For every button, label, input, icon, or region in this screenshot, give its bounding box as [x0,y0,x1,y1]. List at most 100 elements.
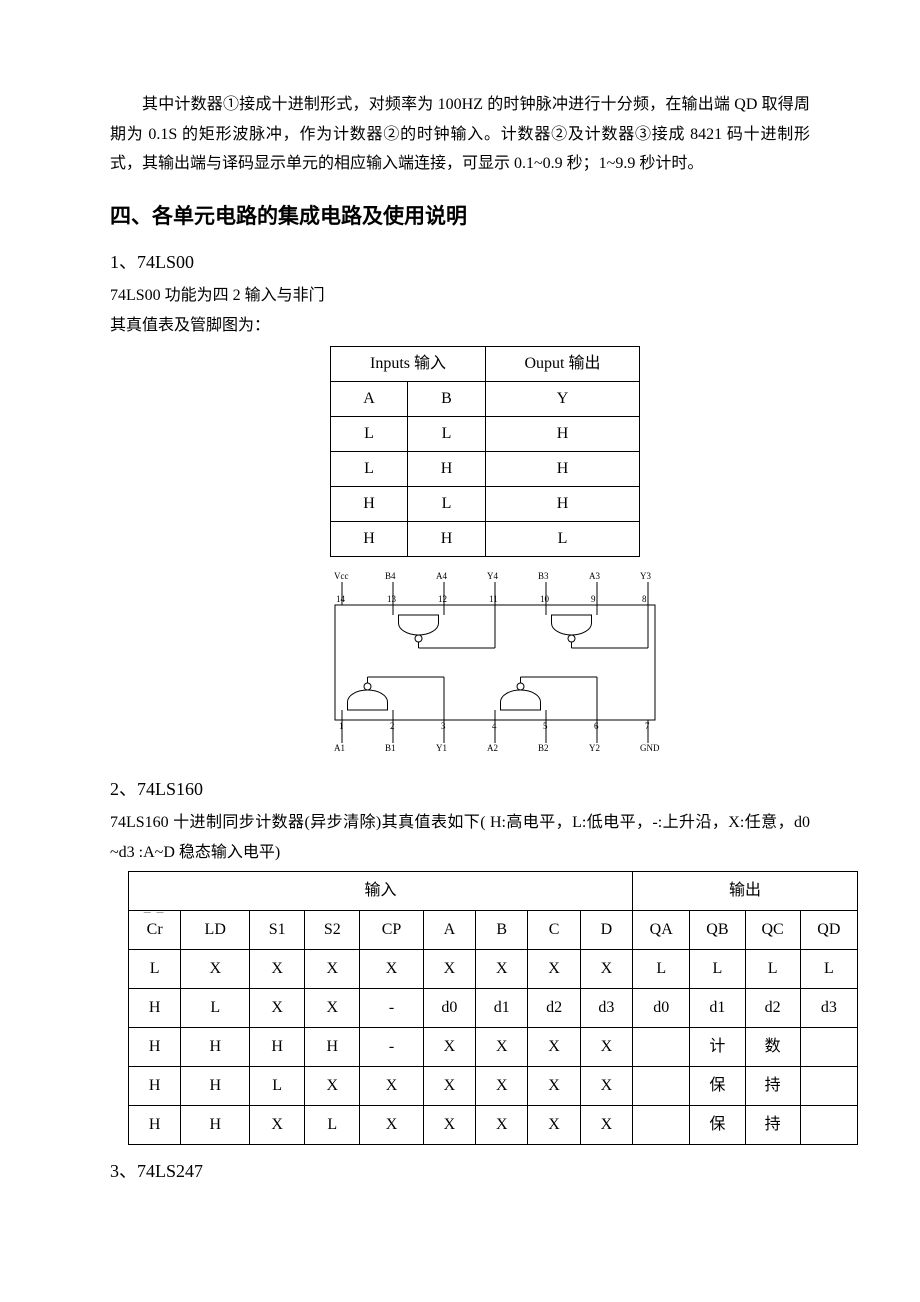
cell: X [250,1106,305,1145]
th-output: Ouput 输出 [485,347,639,382]
cell: X [250,989,305,1028]
cell: d3 [580,989,632,1028]
col-qd: QD [800,911,857,950]
col-s1: S1 [250,911,305,950]
col-c: C [528,911,580,950]
cell: 计 [690,1028,745,1067]
cell: 保 [690,1067,745,1106]
cell: L [250,1067,305,1106]
cell: H [181,1028,250,1067]
cell: H [485,452,639,487]
cell [800,1106,857,1145]
cell: H [181,1067,250,1106]
cell: X [476,1067,528,1106]
subheading-74ls160: 2、74LS160 [110,773,810,806]
col-cr: — —Cr [129,911,181,950]
cell: L [331,452,408,487]
svg-text:9: 9 [591,594,596,604]
svg-text:8: 8 [642,594,647,604]
col-d: D [580,911,632,950]
svg-text:10: 10 [540,594,550,604]
cell: X [423,1067,475,1106]
svg-text:Y1: Y1 [436,743,447,752]
cell: d0 [633,989,690,1028]
cell: X [360,950,423,989]
cell: X [181,950,250,989]
cell: X [580,950,632,989]
svg-text:A3: A3 [589,571,600,581]
col-cp: CP [360,911,423,950]
cell: L [690,950,745,989]
svg-text:11: 11 [489,594,498,604]
ls00-desc-2: 其真值表及管脚图为： [110,311,810,341]
subheading-74ls247: 3、74LS247 [110,1155,810,1188]
cell: d3 [800,989,857,1028]
th-y: Y [485,382,639,417]
cell: X [305,1067,360,1106]
cell: X [580,1067,632,1106]
ls00-truth-table: Inputs 输入 Ouput 输出 A B Y LLHLHHHLHHHL [330,346,640,557]
svg-text:6: 6 [594,721,599,731]
cell: d2 [528,989,580,1028]
cell: H [408,522,486,557]
cell: H [331,522,408,557]
cell: d2 [745,989,800,1028]
col-a: A [423,911,475,950]
th-inputs: Inputs 输入 [331,347,486,382]
svg-text:4: 4 [492,721,497,731]
cell: L [305,1106,360,1145]
cell: L [408,487,486,522]
cell: X [423,950,475,989]
svg-text:5: 5 [543,721,548,731]
cell: X [423,1106,475,1145]
col-s2: S2 [305,911,360,950]
cell: 持 [745,1106,800,1145]
col-qc: QC [745,911,800,950]
intro-paragraph: 其中计数器①接成十进制形式，对频率为 100HZ 的时钟脉冲进行十分频，在输出端… [110,90,810,179]
th-group-input: 输入 [129,872,633,911]
svg-text:GND: GND [640,743,660,752]
cell: H [129,1028,181,1067]
svg-text:A4: A4 [436,571,447,581]
cell: L [331,417,408,452]
cell: X [580,1106,632,1145]
cell: L [181,989,250,1028]
cell: H [129,1106,181,1145]
cell: H [331,487,408,522]
cell: 保 [690,1106,745,1145]
cell: H [485,417,639,452]
subheading-74ls00: 1、74LS00 [110,246,810,279]
cell: H [181,1106,250,1145]
ls160-truth-table: 输入 输出 — —CrLDS1S2CPABCDQAQBQCQD LXXXXXXX… [128,871,858,1145]
cell: L [408,417,486,452]
cell: H [129,989,181,1028]
cell: X [305,950,360,989]
svg-text:A1: A1 [334,743,345,752]
col-qb: QB [690,911,745,950]
svg-text:12: 12 [438,594,447,604]
cell: X [528,1028,580,1067]
cell: H [129,1067,181,1106]
cell: X [476,1106,528,1145]
ls160-desc: 74LS160 十进制同步计数器(异步清除)其真值表如下( H:高电平，L:低电… [110,808,810,867]
cell: X [423,1028,475,1067]
cell: d1 [690,989,745,1028]
cell [633,1028,690,1067]
cell [633,1067,690,1106]
svg-text:B4: B4 [385,571,396,581]
cell [800,1067,857,1106]
svg-text:3: 3 [441,721,446,731]
cell: H [408,452,486,487]
cell [800,1028,857,1067]
cell: X [580,1028,632,1067]
cell: L [485,522,639,557]
ls00-desc-1: 74LS00 功能为四 2 输入与非门 [110,281,810,311]
svg-text:B1: B1 [385,743,396,752]
svg-text:A2: A2 [487,743,498,752]
cell: L [129,950,181,989]
col-ld: LD [181,911,250,950]
th-group-output: 输出 [633,872,858,911]
svg-text:Y2: Y2 [589,743,600,752]
cell: X [528,1106,580,1145]
cell: H [305,1028,360,1067]
